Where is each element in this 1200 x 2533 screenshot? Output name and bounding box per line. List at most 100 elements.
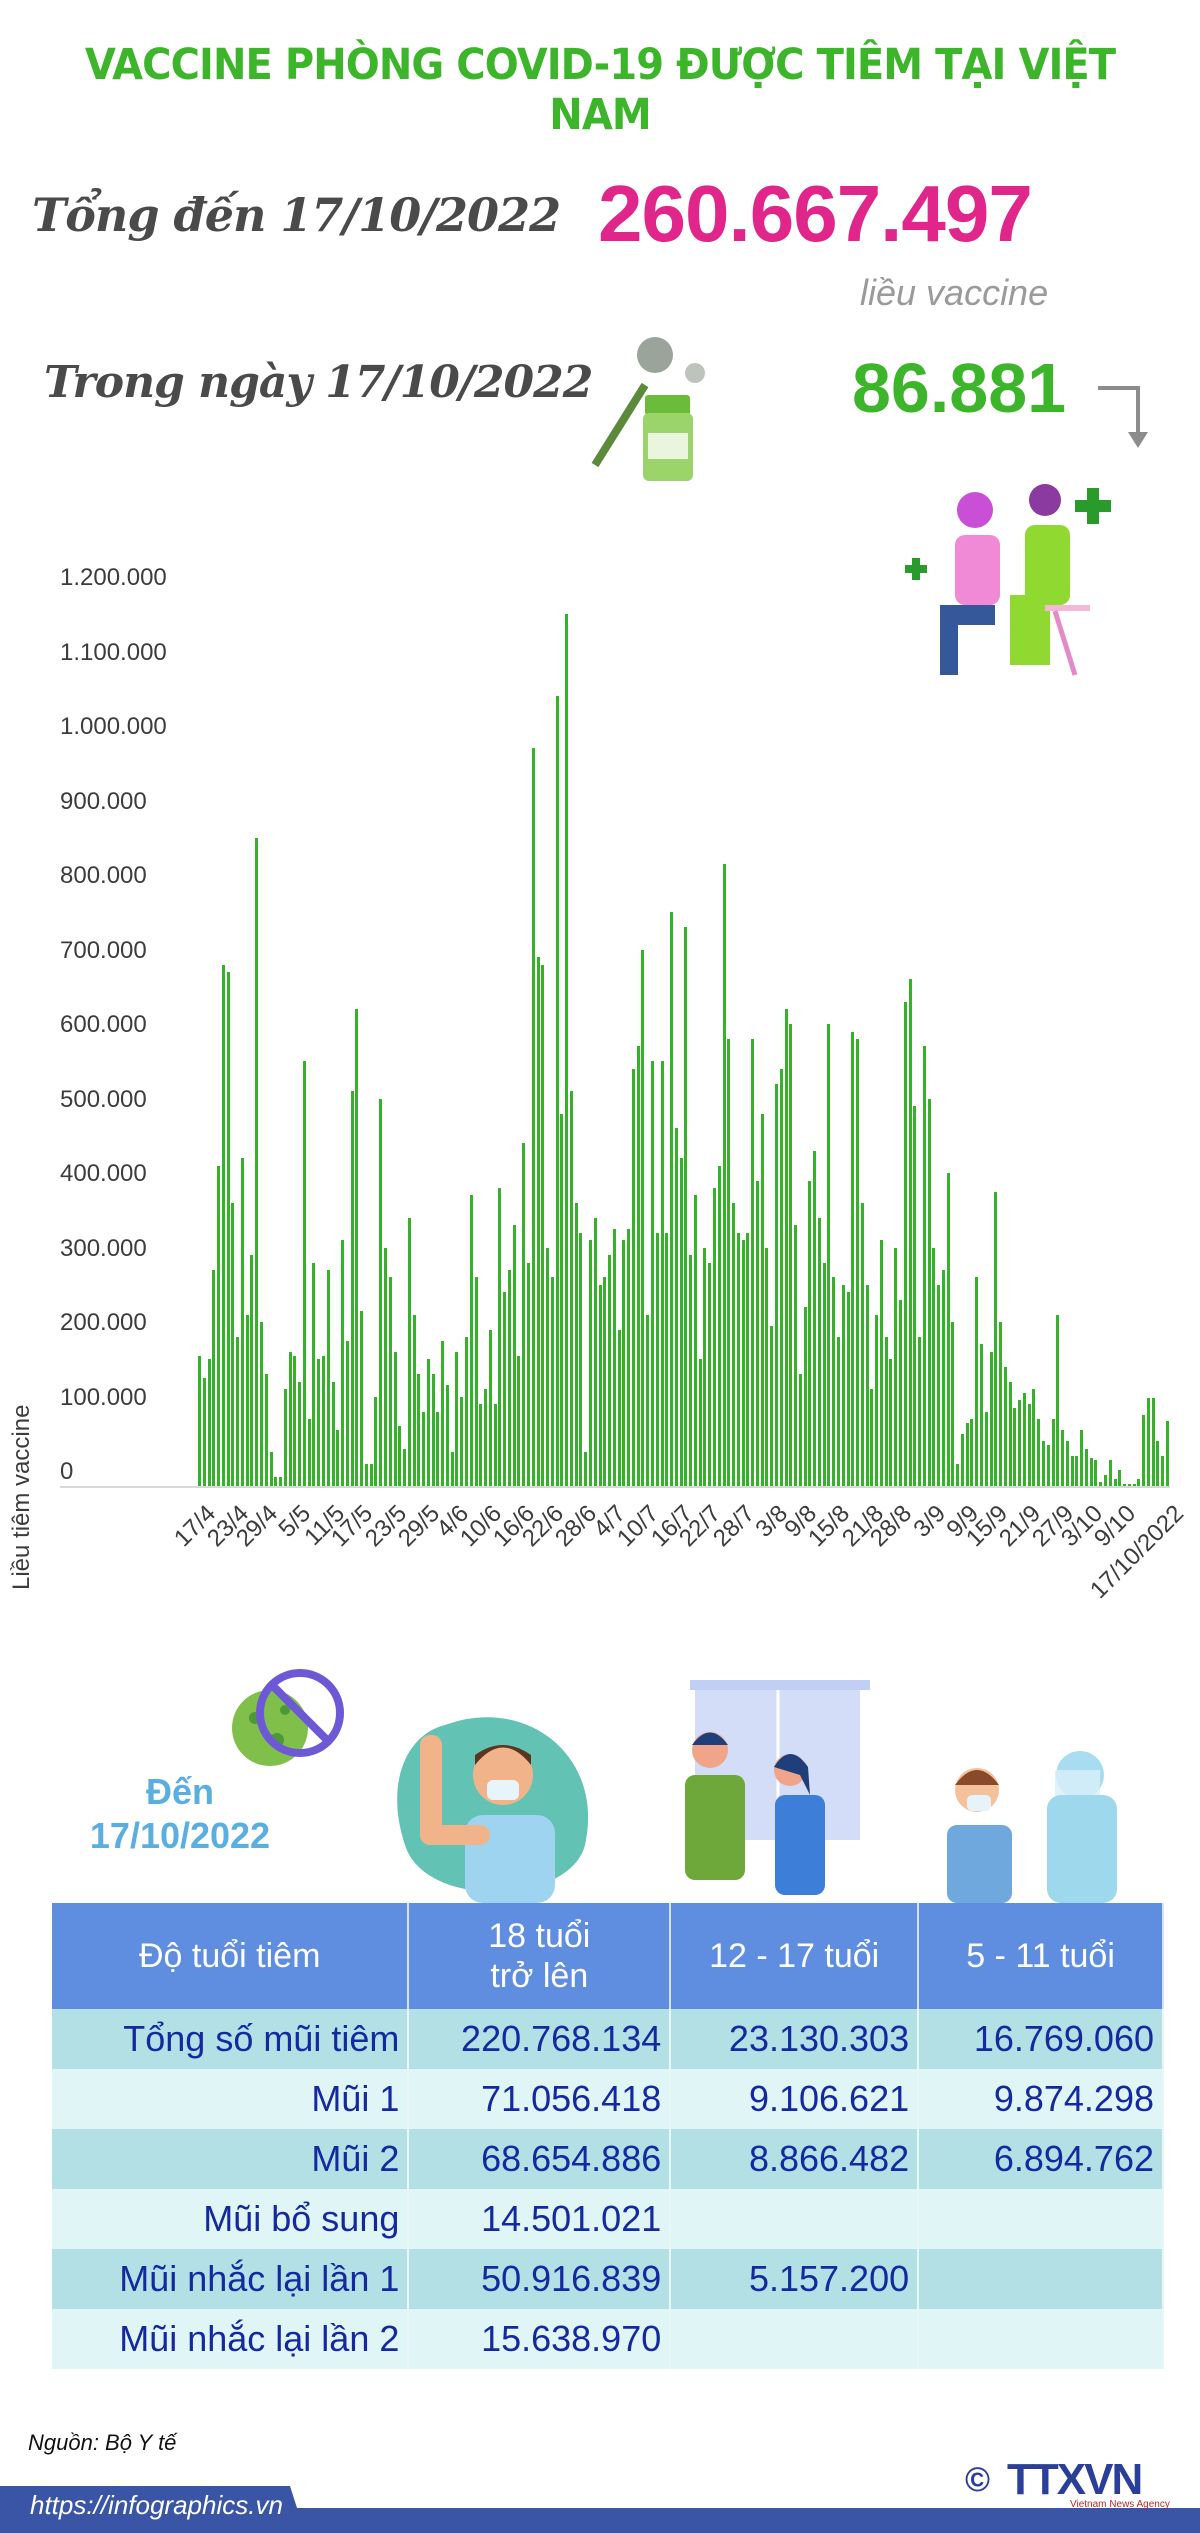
as-of-date: 17/10/2022 <box>89 1815 271 1856</box>
bar <box>1108 1459 1112 1486</box>
bar <box>417 1374 421 1486</box>
bar <box>431 1374 435 1486</box>
bar <box>956 1463 960 1486</box>
y-tick-label: 1.100.000 <box>60 638 167 666</box>
bar <box>851 1031 855 1486</box>
bar <box>1070 1456 1074 1486</box>
bar <box>1027 1404 1031 1486</box>
bar <box>1037 1418 1041 1486</box>
bar <box>908 979 912 1486</box>
table-row: Mũi 1 71.056.418 9.106.621 9.874.298 <box>52 2069 1164 2129</box>
bar <box>774 1083 778 1486</box>
cell-5-11 <box>918 2309 1164 2369</box>
footer-url-link[interactable]: https://infographics.vn <box>30 2490 283 2520</box>
bar <box>941 1269 945 1486</box>
bar <box>479 1404 483 1486</box>
bar <box>612 1228 616 1486</box>
arrow-down-icon <box>1098 386 1148 448</box>
bar <box>698 1359 702 1486</box>
bar <box>245 1314 249 1486</box>
bar <box>221 964 225 1486</box>
bar <box>608 1255 612 1486</box>
bar <box>655 1232 659 1486</box>
bar <box>846 1292 850 1486</box>
cell-18-plus: 14.501.021 <box>408 2189 672 2249</box>
row-label: Mũi 2 <box>52 2129 410 2189</box>
bar <box>355 1009 359 1486</box>
bar <box>1075 1456 1079 1486</box>
bar <box>403 1448 407 1486</box>
y-tick-label: 900.000 <box>60 787 147 815</box>
day-value: 86.881 <box>852 349 1067 427</box>
bar <box>393 1351 397 1486</box>
cell-12-17: 5.157.200 <box>670 2249 920 2309</box>
bar <box>269 1452 273 1486</box>
bar <box>217 1165 221 1486</box>
bar <box>369 1463 373 1486</box>
bar <box>784 1009 788 1486</box>
bar <box>1022 1392 1026 1486</box>
bar <box>918 1337 922 1486</box>
bar <box>951 1322 955 1486</box>
bar <box>765 1247 769 1486</box>
bar <box>231 1202 235 1486</box>
bar <box>226 971 230 1486</box>
y-tick-label: 0 <box>60 1458 74 1485</box>
bar <box>879 1240 883 1486</box>
bar <box>684 927 688 1486</box>
bar <box>703 1247 707 1486</box>
bar <box>856 1039 860 1486</box>
y-tick-label: 1.200.000 <box>60 564 167 591</box>
bar <box>665 1232 669 1486</box>
row-label: Tổng số mũi tiêm <box>52 2009 410 2069</box>
bar <box>469 1195 473 1486</box>
cell-5-11: 16.769.060 <box>918 2009 1164 2069</box>
bar <box>1094 1459 1098 1486</box>
bar <box>755 1180 759 1486</box>
bar <box>841 1284 845 1486</box>
vaccination-illustration <box>905 484 1111 676</box>
bar <box>727 1039 731 1486</box>
bar <box>870 1389 874 1486</box>
bar <box>1056 1314 1060 1486</box>
bar <box>498 1188 502 1486</box>
bar <box>1161 1456 1165 1486</box>
bar <box>364 1463 368 1486</box>
bar <box>1032 1389 1036 1486</box>
bar <box>331 1381 335 1486</box>
bar <box>274 1477 278 1486</box>
table-row: Mũi 2 68.654.886 8.866.482 6.894.762 <box>52 2129 1164 2189</box>
bar <box>407 1217 411 1486</box>
y-tick-label: 500.000 <box>60 1085 147 1113</box>
logo-subtext: Vietnam News Agency <box>1070 2499 1170 2510</box>
bar <box>350 1091 354 1486</box>
bar <box>889 1359 893 1486</box>
bar <box>212 1269 216 1486</box>
bar <box>622 1240 626 1486</box>
bar <box>813 1150 817 1486</box>
table-row: Mũi nhắc lại lần 2 15.638.970 <box>52 2309 1164 2369</box>
bar <box>259 1322 263 1486</box>
bar <box>1018 1400 1022 1486</box>
bar <box>412 1314 416 1486</box>
bar <box>984 1411 988 1486</box>
bar <box>1151 1398 1155 1486</box>
bar <box>1089 1457 1093 1486</box>
bar <box>927 1098 931 1486</box>
cell-5-11: 9.874.298 <box>918 2069 1164 2129</box>
virus-blocked-icon <box>232 1669 344 1766</box>
bar <box>712 1188 716 1486</box>
bar <box>388 1277 392 1486</box>
cell-12-17: 9.106.621 <box>670 2069 920 2129</box>
bar <box>960 1433 964 1486</box>
bar <box>965 1422 969 1486</box>
bar <box>631 1068 635 1486</box>
bar <box>693 1195 697 1486</box>
bar <box>1132 1483 1136 1486</box>
bar <box>503 1292 507 1486</box>
bar <box>484 1389 488 1486</box>
bar <box>436 1411 440 1486</box>
bar <box>302 1061 306 1486</box>
as-of-prefix: Đến <box>145 1771 214 1812</box>
bar <box>450 1452 454 1486</box>
